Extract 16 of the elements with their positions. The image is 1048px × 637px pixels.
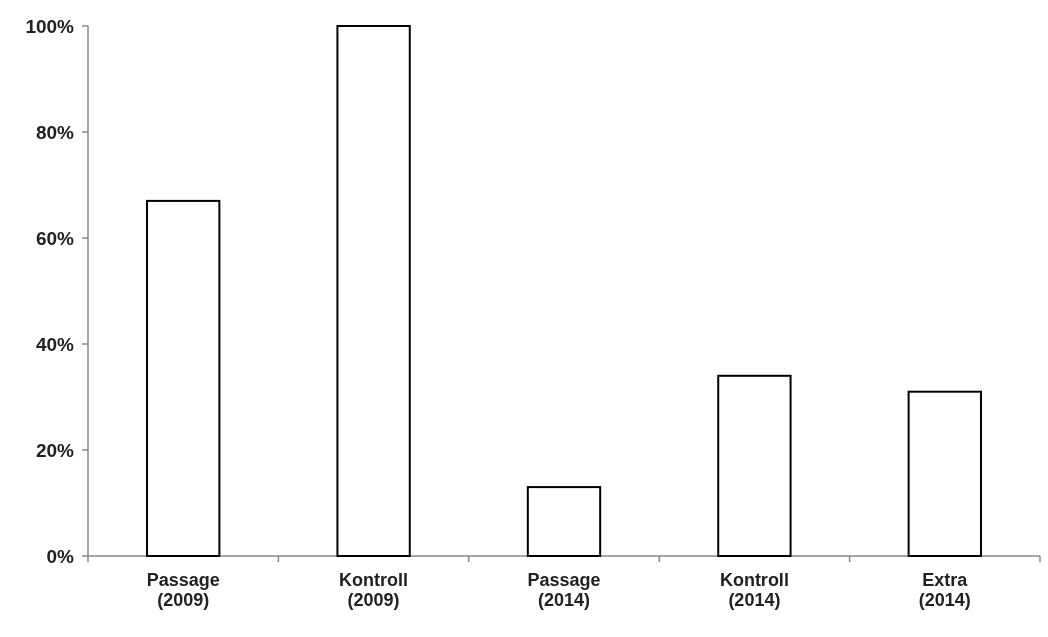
x-tick-label: Kontroll (2014) [719, 570, 789, 610]
y-tick-label: 0% [46, 545, 75, 567]
y-tick-label: 20% [35, 439, 75, 461]
x-tick-label: Passage (2009) [146, 570, 220, 610]
bar [526, 486, 602, 557]
bar [146, 199, 221, 557]
y-tick-label: 60% [35, 227, 75, 249]
y-tick-label: 40% [35, 333, 75, 355]
bar [907, 390, 982, 557]
x-tick-label: Kontroll (2009) [339, 570, 409, 610]
y-tick-label: 100% [25, 15, 75, 37]
bar [717, 374, 792, 557]
y-tick-label: 80% [35, 121, 75, 143]
x-tick-label: Passage (2014) [527, 570, 601, 610]
bar [336, 25, 411, 557]
x-tick-label: Extra (2014) [918, 570, 971, 610]
